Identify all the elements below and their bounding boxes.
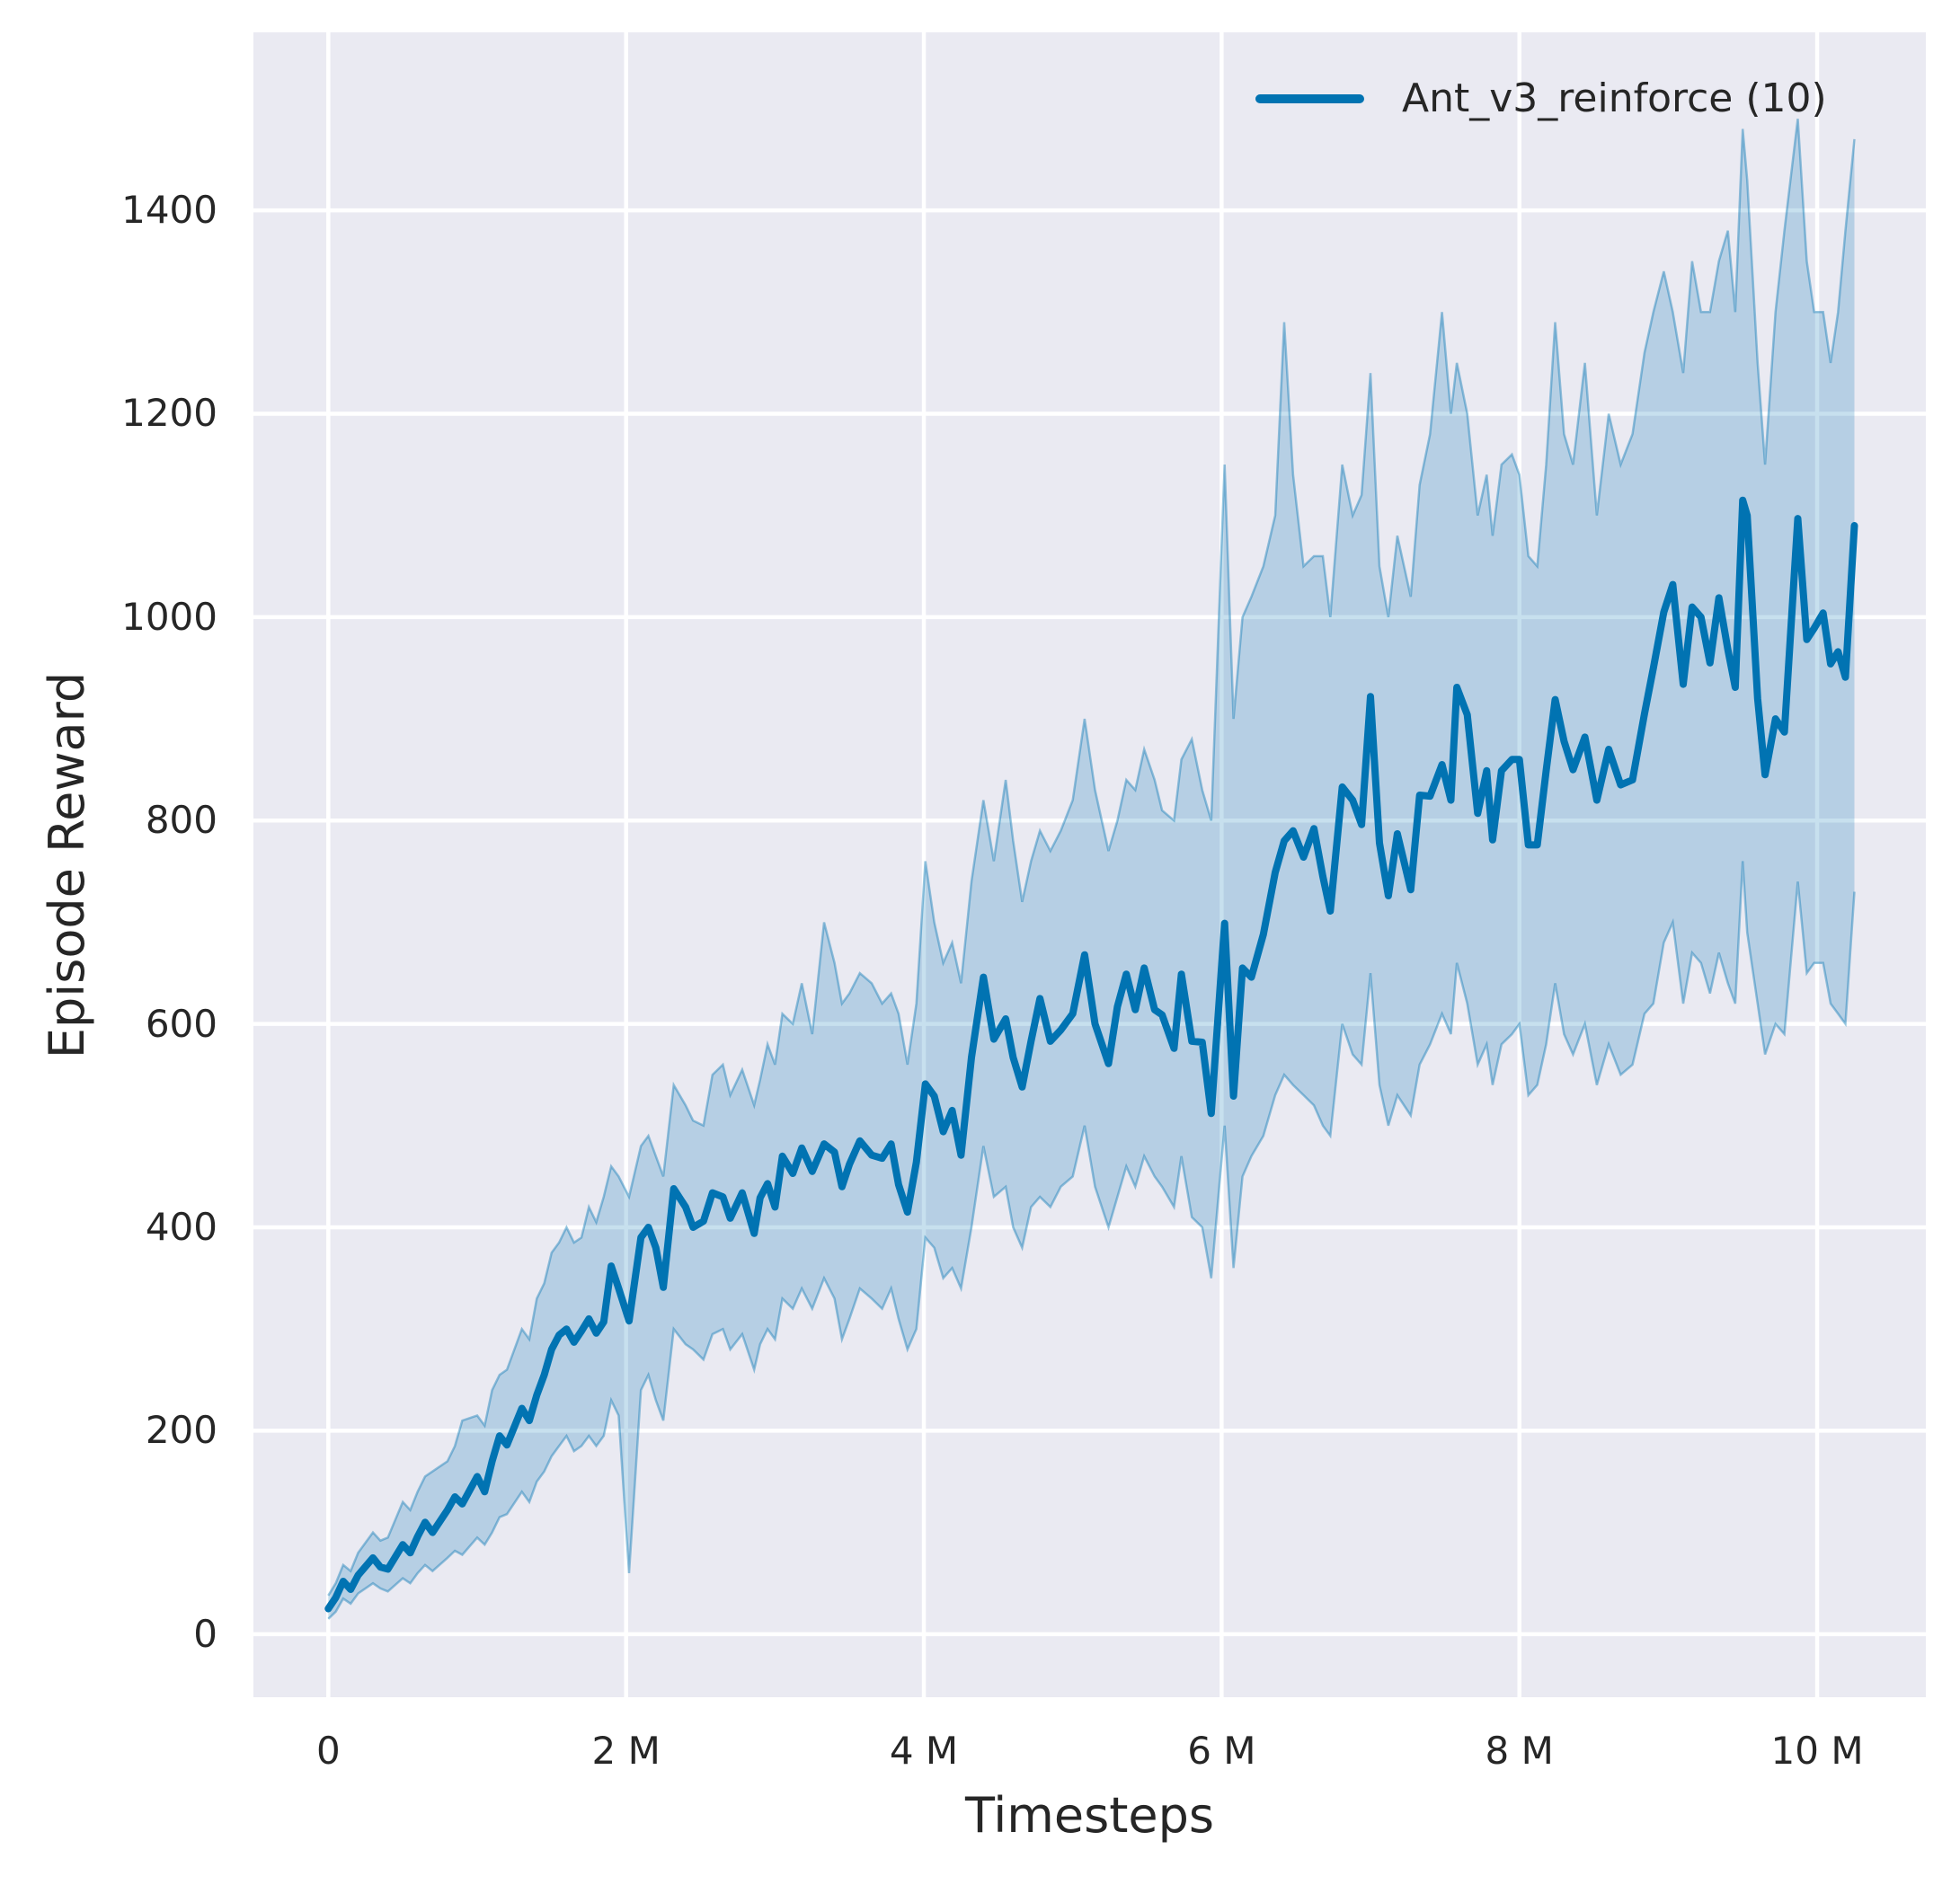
x-tick-label: 2 M <box>591 1729 661 1773</box>
y-tick-label: 400 <box>145 1205 217 1250</box>
y-tick-label: 0 <box>193 1611 217 1656</box>
y-tick-label: 1000 <box>121 594 217 639</box>
y-tick-label: 200 <box>145 1408 217 1453</box>
y-axis-label: Episode Reward <box>39 671 95 1058</box>
confidence-band-upper-edge <box>327 119 1856 1597</box>
x-axis-label: Timesteps <box>964 1787 1215 1844</box>
legend-label: Ant_v3_reinforce (10) <box>1402 75 1827 121</box>
confidence-band-lower-edge <box>327 861 1856 1620</box>
series-line <box>324 496 1858 1613</box>
y-tick-label: 800 <box>145 798 217 843</box>
x-tick-label: 0 <box>315 1729 341 1773</box>
y-tick-label: 600 <box>145 1001 217 1046</box>
x-tick-label: 8 M <box>1485 1729 1554 1773</box>
confidence-band <box>328 119 1855 1619</box>
x-tick-label: 6 M <box>1187 1729 1256 1773</box>
x-tick-label: 10 M <box>1770 1729 1864 1773</box>
x-tick-label: 4 M <box>889 1729 959 1773</box>
legend: Ant_v3_reinforce (10) <box>1255 79 1827 119</box>
legend-line-swatch <box>1255 94 1364 103</box>
y-tick-label: 1200 <box>121 391 217 436</box>
y-tick-label: 1400 <box>121 188 217 233</box>
